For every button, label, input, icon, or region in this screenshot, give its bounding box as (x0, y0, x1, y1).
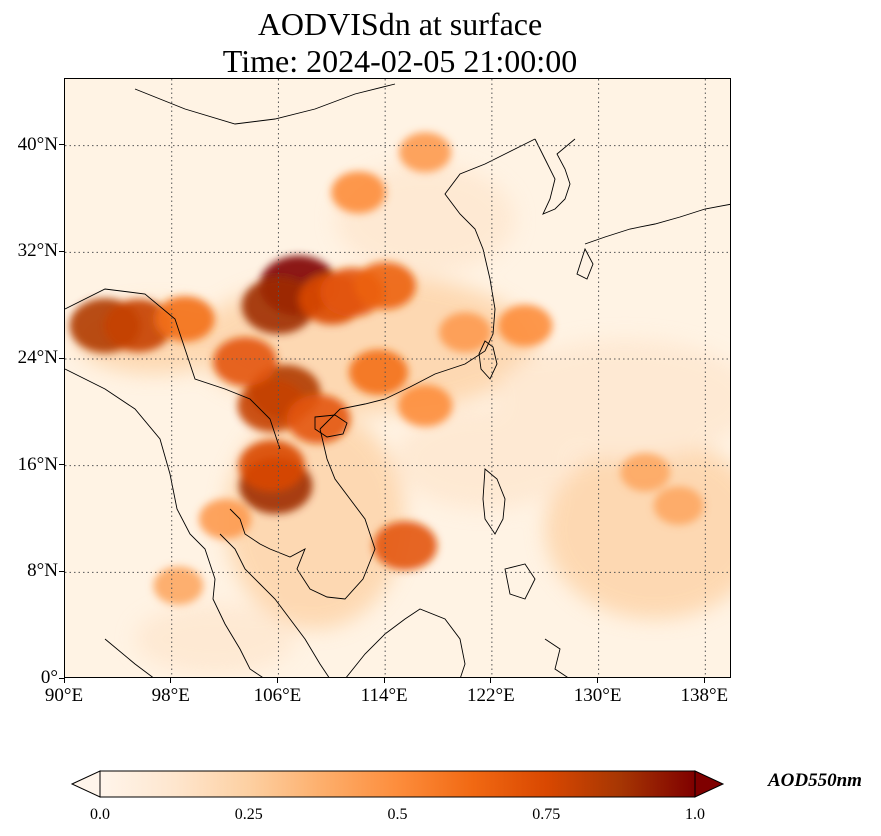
taiwan-island (478, 340, 498, 380)
lat-tick-label: 32°N (17, 240, 58, 262)
mainland-coastline (65, 368, 263, 677)
sumatra (104, 638, 154, 677)
lon-tick-mark (276, 678, 278, 683)
colorbar-over-arrow (694, 770, 725, 798)
aod-hotspot (373, 521, 438, 571)
map-plot-area (64, 78, 731, 678)
china-border-west (65, 288, 281, 450)
colorbar-title: AOD550nm (768, 770, 862, 791)
hainan-island (314, 414, 348, 438)
lat-tick-label: 8°N (27, 560, 58, 582)
lon-tick-mark (490, 678, 492, 683)
lon-tick-label: 130°E (573, 685, 622, 706)
aod-hotspot (213, 337, 278, 387)
colorbar (70, 770, 725, 798)
japan-kyushu (576, 247, 594, 280)
mongolia-border (134, 83, 396, 125)
lat-tick-label: 40°N (17, 133, 58, 155)
colorbar-tick-label: 0.0 (90, 806, 110, 823)
indochina-coast (219, 533, 330, 677)
colorbar-tick-label: 0.25 (234, 806, 263, 823)
aod-hotspot (653, 486, 704, 525)
philippines-luzon (482, 468, 506, 535)
lon-tick-mark (170, 678, 172, 683)
aod-hotspot (198, 498, 252, 540)
colorbar-under-arrow (70, 770, 101, 798)
aod-hotspot (439, 312, 492, 353)
lat-tick-mark (59, 570, 64, 572)
lon-tick-mark (63, 678, 65, 683)
map-title-line2: Time: 2024-02-05 21:00:00 (222, 43, 578, 79)
aod-hotspot (238, 440, 305, 492)
aod-hotspot (399, 132, 452, 173)
colorbar-gradient (99, 770, 696, 798)
lat-tick-label: 16°N (17, 453, 58, 475)
lat-tick-label: 24°N (17, 347, 58, 368)
lon-tick-label: 138°E (680, 685, 729, 706)
lon-tick-label: 98°E (151, 685, 190, 706)
sulawesi (544, 638, 568, 677)
lon-tick-label: 122°E (467, 685, 515, 706)
aod-hotspot (620, 453, 671, 492)
borneo (346, 608, 466, 677)
aod-hotspot (104, 299, 173, 353)
colorbar-tick-label: 1.0 (685, 806, 705, 823)
map-title-line1: AODVISdn at surface (257, 6, 543, 42)
graticule (65, 79, 730, 677)
lat-tick-label: 0° (40, 667, 58, 688)
japan-islands (584, 203, 730, 245)
lon-tick-mark (703, 678, 705, 683)
aod-hotspot (348, 349, 409, 396)
lat-tick-mark (59, 677, 64, 679)
aod-hotspot (331, 171, 386, 214)
lon-tick-label: 106°E (253, 685, 302, 706)
aod-hotspot (286, 394, 351, 444)
lat-tick-mark (59, 464, 64, 466)
korea-peninsula (534, 138, 576, 215)
aod-hotspot (354, 261, 416, 310)
aod-hotspot (155, 296, 215, 342)
lat-tick-mark (59, 144, 64, 146)
colorbar-tick-label: 0.5 (387, 806, 408, 823)
lat-tick-mark (59, 357, 64, 359)
aod-hotspot (153, 566, 204, 605)
aod-hotspot (397, 384, 453, 427)
gulf-of-thailand (229, 428, 376, 600)
colorbar-tick-label: 0.75 (532, 806, 561, 823)
lon-tick-label: 90°E (44, 685, 84, 706)
aod-hotspot (241, 277, 316, 334)
philippines-mindanao (504, 563, 536, 600)
lon-tick-mark (383, 678, 385, 683)
lon-tick-label: 114°E (360, 685, 408, 706)
aod-field (69, 132, 730, 674)
aod-hotspot (497, 304, 553, 347)
lat-tick-mark (59, 250, 64, 252)
lon-tick-mark (597, 678, 599, 683)
